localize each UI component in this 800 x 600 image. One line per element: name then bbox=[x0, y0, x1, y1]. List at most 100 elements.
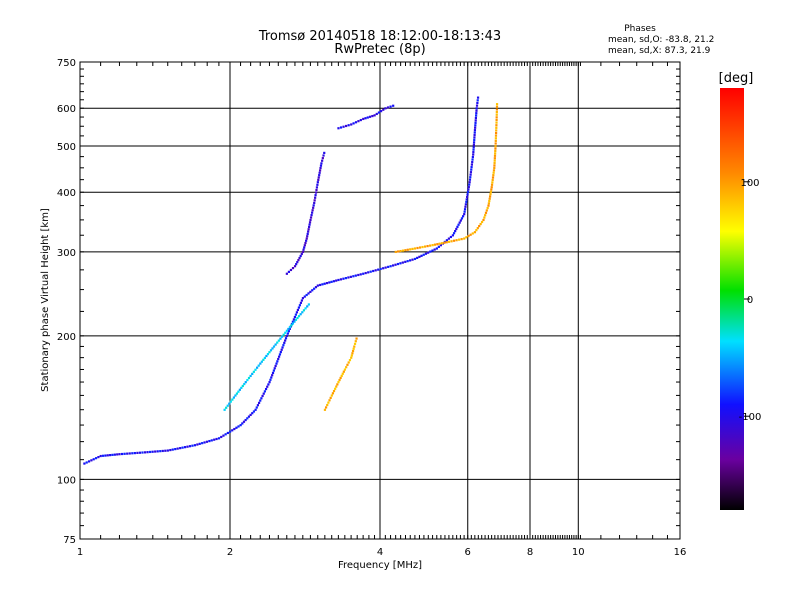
data-point bbox=[463, 208, 467, 211]
data-point bbox=[473, 136, 476, 139]
data-point bbox=[339, 126, 343, 129]
data-point bbox=[273, 367, 276, 370]
data-point bbox=[471, 232, 474, 235]
data-point bbox=[317, 178, 320, 181]
data-point bbox=[379, 267, 382, 271]
data-point bbox=[256, 404, 260, 407]
data-point bbox=[488, 197, 491, 200]
data-point bbox=[371, 114, 374, 118]
data-point bbox=[474, 119, 477, 122]
trace bbox=[83, 96, 480, 465]
data-point bbox=[494, 144, 497, 148]
data-point bbox=[466, 190, 470, 194]
y-tick-label: 750 bbox=[57, 58, 76, 69]
trace bbox=[337, 104, 395, 130]
colorbar-tick-label: -100 bbox=[739, 412, 762, 423]
colorbar-ticks: 100 0 -100 bbox=[739, 178, 762, 423]
data-point bbox=[493, 166, 496, 170]
data-point bbox=[493, 154, 497, 157]
data-point bbox=[307, 225, 311, 229]
data-point bbox=[431, 249, 434, 252]
data-point bbox=[164, 449, 167, 452]
data-point bbox=[265, 354, 268, 358]
data-point bbox=[254, 368, 257, 371]
data-point bbox=[495, 105, 499, 108]
data-point bbox=[339, 376, 342, 380]
data-point bbox=[312, 206, 315, 209]
data-point bbox=[251, 412, 254, 415]
data-point bbox=[493, 159, 496, 162]
data-point bbox=[465, 236, 468, 239]
data-point bbox=[101, 454, 105, 457]
data-point bbox=[355, 337, 358, 340]
data-point bbox=[366, 116, 369, 119]
chart-grid bbox=[79, 61, 681, 540]
data-point bbox=[495, 126, 498, 129]
data-point bbox=[306, 232, 309, 236]
data-point bbox=[386, 106, 390, 109]
data-point bbox=[308, 223, 311, 226]
data-point bbox=[191, 444, 194, 447]
data-point bbox=[374, 269, 377, 272]
data-point bbox=[240, 386, 243, 389]
data-point bbox=[411, 258, 414, 261]
data-point bbox=[281, 346, 284, 349]
data-point bbox=[159, 450, 162, 453]
data-point bbox=[367, 271, 370, 274]
data-point bbox=[384, 266, 387, 269]
data-point bbox=[313, 199, 316, 202]
data-point bbox=[208, 439, 211, 443]
data-point bbox=[321, 283, 324, 286]
data-point bbox=[377, 111, 381, 114]
data-point bbox=[300, 299, 304, 302]
data-point bbox=[310, 214, 313, 217]
data-point bbox=[231, 429, 234, 432]
data-point bbox=[416, 256, 419, 259]
data-point bbox=[445, 239, 449, 242]
data-point bbox=[352, 122, 355, 125]
data-point bbox=[332, 389, 336, 393]
data-point bbox=[228, 402, 231, 405]
data-point bbox=[468, 181, 471, 184]
data-point bbox=[186, 445, 189, 448]
data-point bbox=[489, 193, 492, 196]
data-point bbox=[494, 147, 497, 150]
data-point bbox=[472, 151, 475, 154]
data-point bbox=[494, 134, 498, 137]
data-point bbox=[429, 244, 432, 247]
data-point bbox=[92, 458, 95, 461]
data-point bbox=[491, 178, 494, 182]
data-point bbox=[474, 114, 478, 117]
data-point bbox=[495, 108, 499, 111]
data-point bbox=[476, 227, 479, 230]
data-point bbox=[296, 261, 299, 264]
data-point bbox=[469, 173, 472, 176]
data-point bbox=[284, 331, 287, 334]
data-point bbox=[205, 440, 209, 443]
data-point bbox=[118, 453, 121, 456]
data-point bbox=[268, 381, 271, 384]
data-point bbox=[473, 138, 476, 142]
data-point bbox=[330, 280, 333, 283]
data-point bbox=[260, 360, 263, 363]
data-point bbox=[319, 283, 322, 287]
y-tick-label: 200 bbox=[57, 332, 76, 343]
data-point bbox=[484, 214, 487, 217]
colorbar-label: [deg] bbox=[719, 71, 754, 86]
data-point bbox=[284, 339, 287, 342]
data-point bbox=[267, 383, 270, 386]
data-point bbox=[369, 270, 372, 273]
data-point bbox=[307, 292, 310, 295]
data-point bbox=[490, 183, 494, 186]
data-point bbox=[328, 281, 331, 284]
data-point bbox=[307, 228, 310, 231]
data-point bbox=[372, 269, 375, 273]
data-point bbox=[257, 364, 260, 367]
data-point bbox=[467, 186, 470, 189]
data-point bbox=[256, 366, 259, 369]
data-point bbox=[474, 121, 477, 124]
data-point bbox=[274, 364, 277, 368]
data-point bbox=[457, 223, 460, 226]
x-axis-label: Frequency [MHz] bbox=[338, 560, 422, 571]
data-point bbox=[463, 213, 466, 216]
